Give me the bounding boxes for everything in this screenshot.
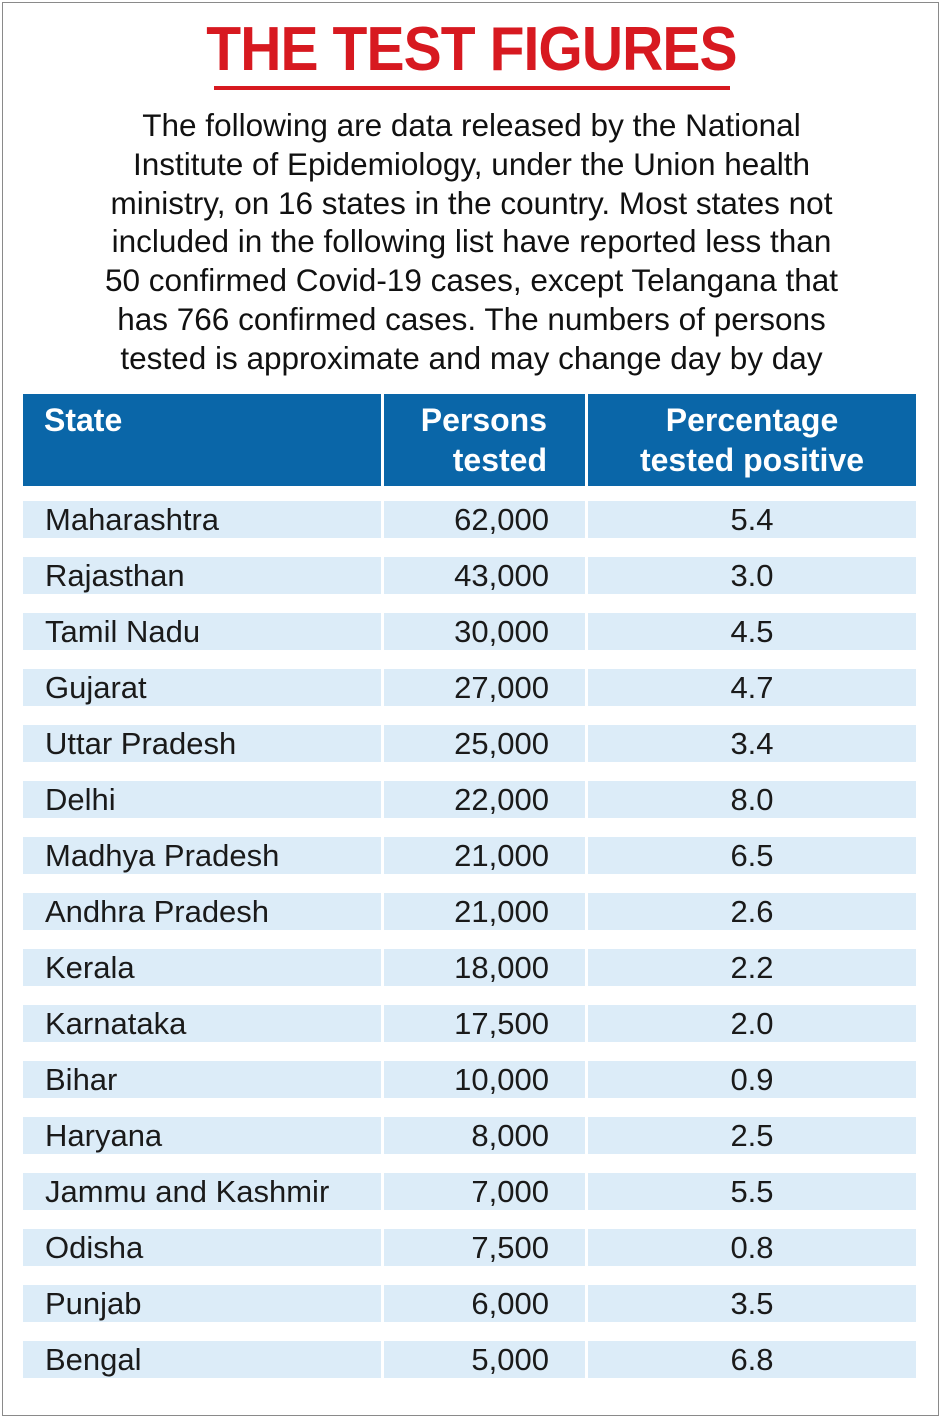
state-cell: Rajasthan [23, 538, 384, 594]
column-header-line: tested positive [639, 442, 865, 478]
column-header-line: Percentage [665, 402, 839, 438]
percentage-positive-cell: 2.6 [588, 874, 916, 930]
table-row: Tamil Nadu 30,000 4.5 [23, 594, 916, 650]
persons-tested-cell: 10,000 [384, 1042, 588, 1098]
state-cell: Bihar [23, 1042, 384, 1098]
table-row: Haryana 8,000 2.5 [23, 1098, 916, 1154]
state-cell: Karnataka [23, 986, 384, 1042]
percentage-positive-cell: 4.5 [588, 594, 916, 650]
state-cell: Gujarat [23, 650, 384, 706]
intro-line: 50 confirmed Covid-19 cases, except Tela… [104, 262, 839, 299]
persons-tested-cell: 17,500 [384, 986, 588, 1042]
persons-tested-cell: 21,000 [384, 874, 588, 930]
column-header-persons-tested: Persons tested [384, 394, 588, 486]
persons-tested-cell: 43,000 [384, 538, 588, 594]
table-row: Odisha 7,500 0.8 [23, 1210, 916, 1266]
table-row: Uttar Pradesh 25,000 3.4 [23, 706, 916, 762]
persons-tested-cell: 25,000 [384, 706, 588, 762]
table-row: Bihar 10,000 0.9 [23, 1042, 916, 1098]
persons-tested-cell: 30,000 [384, 594, 588, 650]
persons-tested-cell: 18,000 [384, 930, 588, 986]
table-row: Rajasthan 43,000 3.0 [23, 538, 916, 594]
state-cell: Punjab [23, 1266, 384, 1322]
title-underline [214, 86, 730, 90]
percentage-positive-cell: 6.5 [588, 818, 916, 874]
persons-tested-cell: 8,000 [384, 1098, 588, 1154]
state-cell: Odisha [23, 1210, 384, 1266]
table-row: Gujarat 27,000 4.7 [23, 650, 916, 706]
persons-tested-cell: 21,000 [384, 818, 588, 874]
intro-line: ministry, on 16 states in the country. M… [110, 184, 833, 221]
state-cell: Andhra Pradesh [23, 874, 384, 930]
test-figures-table: State Persons tested Percentage tested p… [23, 394, 916, 1378]
table-row: Kerala 18,000 2.2 [23, 930, 916, 986]
table-row: Jammu and Kashmir 7,000 5.5 [23, 1154, 916, 1210]
percentage-positive-cell: 2.5 [588, 1098, 916, 1154]
persons-tested-cell: 6,000 [384, 1266, 588, 1322]
persons-tested-cell: 7,500 [384, 1210, 588, 1266]
state-cell: Uttar Pradesh [23, 706, 384, 762]
intro-line: included in the following list have repo… [111, 223, 832, 260]
intro-line: tested is approximate and may change day… [120, 339, 823, 376]
table-header-row: State Persons tested Percentage tested p… [23, 394, 916, 486]
table-row: Delhi 22,000 8.0 [23, 762, 916, 818]
table-row: Punjab 6,000 3.5 [23, 1266, 916, 1322]
percentage-positive-cell: 6.8 [588, 1322, 916, 1378]
percentage-positive-cell: 3.5 [588, 1266, 916, 1322]
state-cell: Haryana [23, 1098, 384, 1154]
percentage-positive-cell: 5.4 [588, 486, 916, 538]
table-body: Maharashtra 62,000 5.4 Rajasthan 43,000 3.0 Ta… [23, 486, 916, 1378]
state-cell: Kerala [23, 930, 384, 986]
percentage-positive-cell: 2.0 [588, 986, 916, 1042]
table-row: Maharashtra 62,000 5.4 [23, 486, 916, 538]
infographic-title: THE TEST FIGURES [206, 15, 737, 84]
table-row: Andhra Pradesh 21,000 2.6 [23, 874, 916, 930]
persons-tested-cell: 27,000 [384, 650, 588, 706]
percentage-positive-cell: 0.8 [588, 1210, 916, 1266]
persons-tested-cell: 7,000 [384, 1154, 588, 1210]
intro-line: The following are data released by the N… [142, 107, 801, 143]
percentage-positive-cell: 5.5 [588, 1154, 916, 1210]
percentage-positive-cell: 3.4 [588, 706, 916, 762]
column-header-line: tested [452, 442, 547, 478]
percentage-positive-cell: 2.2 [588, 930, 916, 986]
state-cell: Delhi [23, 762, 384, 818]
percentage-positive-cell: 3.0 [588, 538, 916, 594]
column-header-line: Persons [420, 402, 547, 438]
persons-tested-cell: 22,000 [384, 762, 588, 818]
state-cell: Bengal [23, 1322, 384, 1378]
percentage-positive-cell: 0.9 [588, 1042, 916, 1098]
table-row: Karnataka 17,500 2.0 [23, 986, 916, 1042]
column-header-line: State [44, 402, 123, 438]
table-row: Bengal 5,000 6.8 [23, 1322, 916, 1378]
state-cell: Tamil Nadu [23, 594, 384, 650]
percentage-positive-cell: 8.0 [588, 762, 916, 818]
persons-tested-cell: 5,000 [384, 1322, 588, 1378]
intro-paragraph: The following are data released by the N… [30, 106, 913, 378]
table-row: Madhya Pradesh 21,000 6.5 [23, 818, 916, 874]
intro-line: has 766 confirmed cases. The numbers of … [117, 300, 826, 337]
state-cell: Madhya Pradesh [23, 818, 384, 874]
state-cell: Jammu and Kashmir [23, 1154, 384, 1210]
column-header-state: State [23, 394, 384, 486]
column-header-percentage-positive: Percentage tested positive [588, 394, 916, 486]
persons-tested-cell: 62,000 [384, 486, 588, 538]
percentage-positive-cell: 4.7 [588, 650, 916, 706]
intro-line: Institute of Epidemiology, under the Uni… [132, 145, 811, 182]
state-cell: Maharashtra [23, 486, 384, 538]
